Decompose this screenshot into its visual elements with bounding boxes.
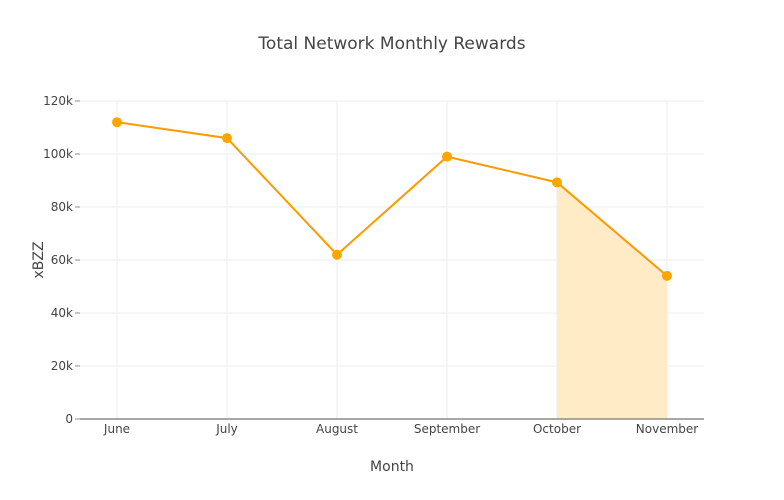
x-tick-label: October	[533, 422, 581, 436]
x-axis-ticks: June July August September October November	[103, 422, 698, 436]
data-point-marker[interactable]	[442, 151, 452, 162]
x-tick-label: September	[414, 422, 480, 436]
data-point-marker[interactable]	[662, 270, 672, 281]
chart-title: Total Network Monthly Rewards	[258, 34, 526, 54]
highlight-area	[557, 182, 667, 419]
y-tick-label: 40k	[51, 306, 73, 320]
y-tick-label: 80k	[51, 200, 73, 214]
y-axis-ticks: 0 20k 40k 60k 80k 100k 120k	[43, 94, 80, 426]
x-tick-label: June	[103, 422, 130, 436]
data-point-marker[interactable]	[222, 133, 232, 144]
data-point-marker[interactable]	[332, 249, 342, 260]
series-line	[116, 121, 668, 277]
y-tick-label: 120k	[43, 94, 73, 108]
x-axis-title: Month	[370, 459, 414, 475]
y-tick-label: 60k	[51, 253, 73, 267]
y-tick-label: 0	[65, 412, 73, 426]
y-axis-title: xBZZ	[31, 241, 47, 278]
data-point-marker[interactable]	[552, 177, 562, 188]
data-point-marker[interactable]	[112, 117, 122, 128]
x-tick-label: November	[636, 422, 698, 436]
x-tick-label: August	[316, 422, 358, 436]
y-tick-label: 20k	[51, 359, 73, 373]
data-series	[112, 117, 672, 281]
y-tick-label: 100k	[43, 147, 73, 161]
highlight-fill	[557, 182, 667, 419]
x-tick-label: July	[215, 422, 238, 436]
